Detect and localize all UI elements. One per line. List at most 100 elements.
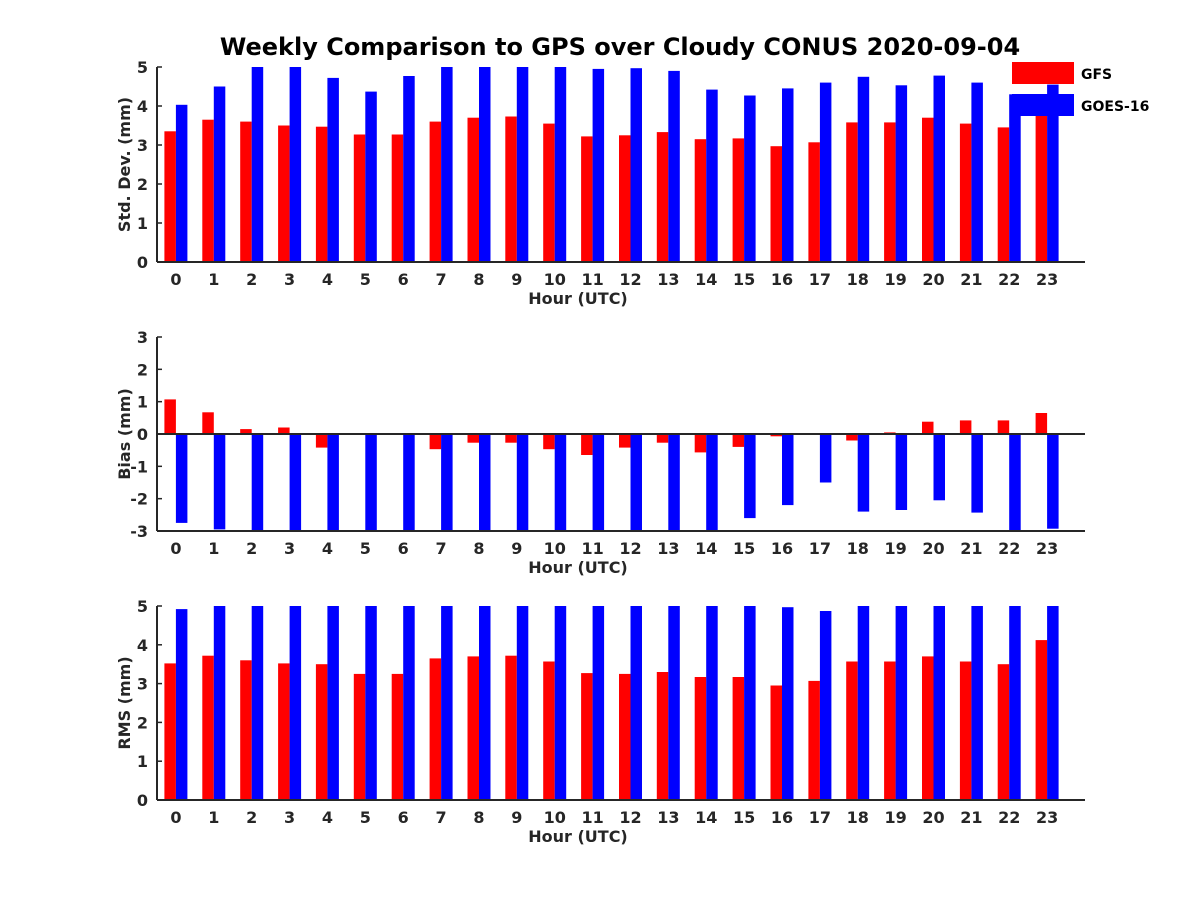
bar-goes-16-hour-18 — [857, 434, 870, 512]
bar-gfs-hour-1 — [202, 412, 214, 434]
bar-gfs-hour-22 — [997, 127, 1010, 263]
bar-gfs-hour-21 — [959, 420, 972, 434]
x-tick-label: 10 — [544, 270, 566, 289]
legend-swatch-goes-16 — [1012, 94, 1074, 116]
bar-goes-16-hour-18 — [857, 606, 870, 800]
bar-goes-16-hour-19 — [895, 85, 908, 262]
x-tick-label: 21 — [960, 808, 982, 827]
legend: GFS GOES-16 — [1012, 62, 1149, 116]
y-tick-label: -2 — [130, 490, 148, 509]
bar-gfs-hour-9 — [505, 434, 517, 443]
bar-goes-16-hour-1 — [213, 434, 226, 530]
y-tick-label: 2 — [137, 360, 148, 379]
y-tick-label: 3 — [137, 328, 148, 347]
bar-gfs-hour-17 — [808, 680, 820, 800]
bar-goes-16-hour-9 — [516, 606, 529, 800]
x-tick-label: 22 — [998, 270, 1020, 289]
bar-goes-16-hour-7 — [441, 67, 453, 262]
bar-gfs-hour-21 — [959, 661, 972, 800]
x-tick-label: 0 — [170, 808, 181, 827]
bar-gfs-hour-11 — [581, 434, 593, 455]
bar-gfs-hour-16 — [770, 434, 782, 437]
bar-goes-16-hour-17 — [819, 611, 832, 800]
bar-gfs-hour-13 — [656, 672, 669, 800]
bar-gfs-hour-3 — [278, 427, 290, 434]
x-tick-label: 19 — [884, 539, 906, 558]
bar-gfs-hour-7 — [429, 658, 442, 800]
x-tick-label: 23 — [1036, 270, 1058, 289]
bar-gfs-hour-19 — [884, 122, 896, 263]
x-tick-label: 5 — [360, 270, 371, 289]
bar-goes-16-hour-2 — [251, 434, 264, 531]
bar-goes-16-hour-10 — [554, 434, 567, 531]
x-tick-label: 9 — [511, 808, 522, 827]
bar-goes-16-hour-17 — [819, 82, 832, 262]
bar-gfs-hour-22 — [997, 664, 1010, 800]
x-tick-label: 0 — [170, 270, 181, 289]
x-tick-label: 5 — [360, 539, 371, 558]
bar-goes-16-hour-17 — [819, 434, 832, 483]
x-tick-label: 7 — [436, 808, 447, 827]
bar-goes-16-hour-10 — [554, 67, 567, 262]
bar-gfs-hour-12 — [619, 135, 631, 263]
bar-goes-16-hour-21 — [971, 82, 983, 262]
x-tick-label: 18 — [847, 539, 869, 558]
y-tick-label: -3 — [130, 522, 148, 541]
bar-gfs-hour-20 — [922, 117, 934, 262]
bar-goes-16-hour-3 — [289, 606, 302, 800]
bar-gfs-hour-20 — [922, 421, 934, 434]
x-tick-label: 12 — [619, 539, 641, 558]
x-tick-label: 4 — [322, 539, 333, 558]
legend-swatch-gfs — [1012, 62, 1074, 84]
y-tick-label: 4 — [137, 97, 148, 116]
bar-gfs-hour-10 — [543, 434, 555, 450]
bar-gfs-hour-3 — [278, 125, 290, 262]
bar-goes-16-hour-21 — [971, 606, 983, 800]
bar-goes-16-hour-16 — [782, 434, 794, 506]
y-tick-label: 0 — [137, 253, 148, 272]
bar-gfs-hour-4 — [315, 664, 328, 800]
x-tick-label: 1 — [208, 539, 219, 558]
bar-gfs-hour-13 — [656, 434, 669, 443]
bar-goes-16-hour-1 — [213, 606, 226, 800]
bar-gfs-hour-8 — [467, 117, 479, 262]
x-tick-label: 4 — [322, 270, 333, 289]
x-tick-label: 0 — [170, 539, 181, 558]
bar-gfs-hour-13 — [656, 132, 669, 262]
x-tick-label: 3 — [284, 539, 295, 558]
bar-goes-16-hour-12 — [630, 434, 642, 531]
bar-gfs-hour-14 — [694, 434, 707, 453]
bar-gfs-hour-1 — [202, 655, 214, 800]
x-axis-label: Hour (UTC) — [528, 558, 628, 577]
y-axis-label: Std. Dev. (mm) — [115, 97, 134, 232]
bar-gfs-hour-3 — [278, 663, 290, 800]
bar-goes-16-hour-16 — [782, 88, 794, 263]
bar-goes-16-hour-12 — [630, 68, 642, 262]
bar-goes-16-hour-14 — [706, 606, 718, 800]
x-tick-label: 13 — [657, 270, 679, 289]
bar-goes-16-hour-20 — [933, 434, 945, 501]
bar-goes-16-hour-13 — [668, 70, 680, 263]
bar-gfs-hour-23 — [1035, 413, 1048, 434]
y-tick-label: 3 — [137, 675, 148, 694]
x-axis-label: Hour (UTC) — [528, 827, 628, 846]
x-tick-label: 6 — [398, 270, 409, 289]
x-tick-label: 22 — [998, 808, 1020, 827]
y-tick-label: 0 — [137, 425, 148, 444]
bar-gfs-hour-0 — [164, 131, 176, 262]
x-tick-label: 3 — [284, 270, 295, 289]
y-tick-label: -1 — [130, 457, 148, 476]
y-tick-label: 2 — [137, 713, 148, 732]
bar-goes-16-hour-7 — [441, 606, 453, 800]
x-tick-label: 7 — [436, 270, 447, 289]
x-tick-label: 17 — [809, 539, 831, 558]
bar-goes-16-hour-0 — [175, 434, 188, 523]
bar-gfs-hour-4 — [315, 434, 328, 448]
bar-gfs-hour-0 — [164, 663, 176, 800]
bar-goes-16-hour-11 — [592, 606, 605, 800]
x-tick-label: 12 — [619, 808, 641, 827]
bar-goes-16-hour-9 — [516, 67, 529, 262]
chart-title: Weekly Comparison to GPS over Cloudy CON… — [220, 33, 1020, 61]
